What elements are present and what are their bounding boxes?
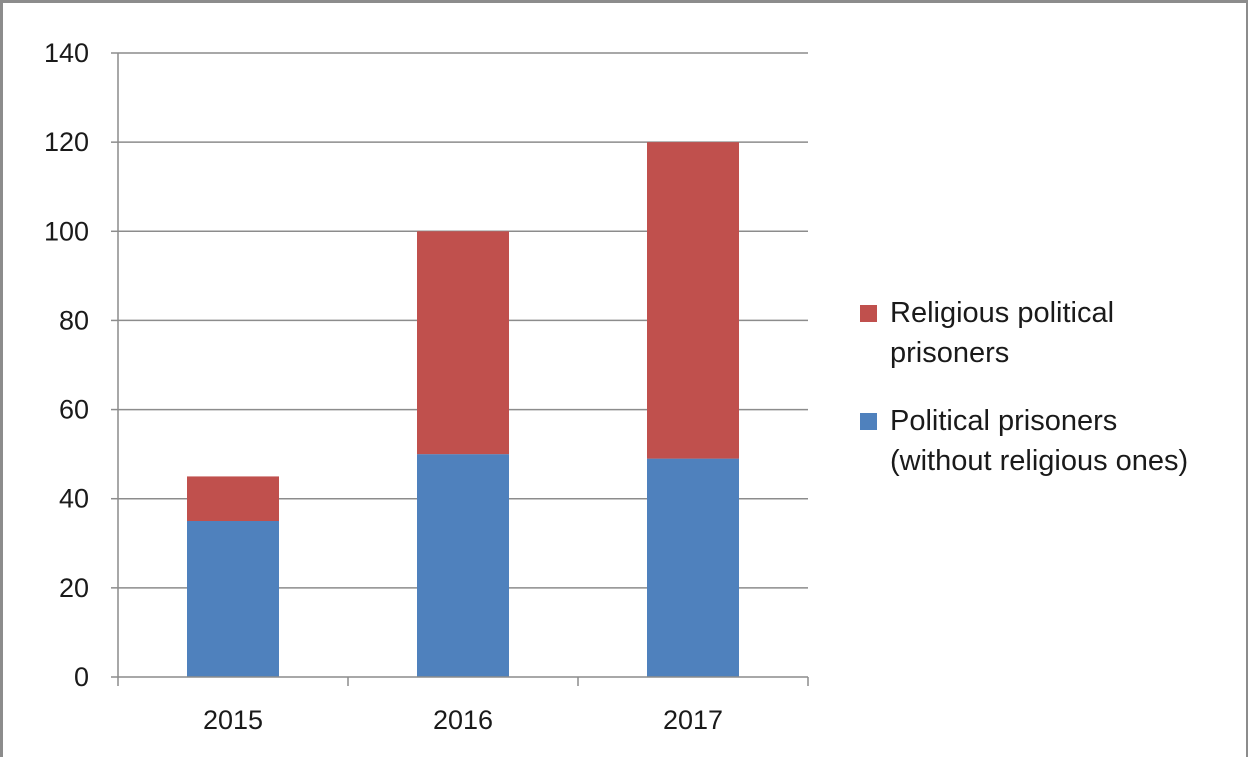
bar-political-2015 xyxy=(187,521,279,677)
bar-political-2017 xyxy=(647,458,739,677)
legend-swatch xyxy=(860,413,877,430)
legend-label: prisoners xyxy=(890,337,1009,369)
x-tick-label: 2017 xyxy=(663,705,723,735)
y-tick-label: 40 xyxy=(59,484,89,514)
axes xyxy=(111,52,809,686)
legend: Religious political prisoners Political pr… xyxy=(860,297,1188,477)
x-tick-label: 2015 xyxy=(203,705,263,735)
bar-religious-2016 xyxy=(417,231,509,455)
bars xyxy=(187,142,739,677)
y-tick-labels: 0 20 40 60 80 100 120 140 xyxy=(44,38,89,692)
y-tick-label: 100 xyxy=(44,216,89,246)
legend-label: Political prisoners xyxy=(890,405,1117,437)
y-tick-label: 0 xyxy=(74,662,89,692)
y-tick-label: 20 xyxy=(59,573,89,603)
bar-political-2016 xyxy=(417,454,509,677)
y-tick-label: 60 xyxy=(59,395,89,425)
x-tick-labels: 2015 2016 2017 xyxy=(203,705,723,735)
legend-swatch xyxy=(860,305,877,322)
y-tick-label: 80 xyxy=(59,305,89,335)
y-tick-label: 140 xyxy=(44,38,89,68)
legend-label: Religious political xyxy=(890,297,1114,329)
y-tick-label: 120 xyxy=(44,127,89,157)
bar-religious-2017 xyxy=(647,142,739,459)
legend-label: (without religious ones) xyxy=(890,445,1188,477)
bar-religious-2015 xyxy=(187,476,279,521)
x-tick-label: 2016 xyxy=(433,705,493,735)
